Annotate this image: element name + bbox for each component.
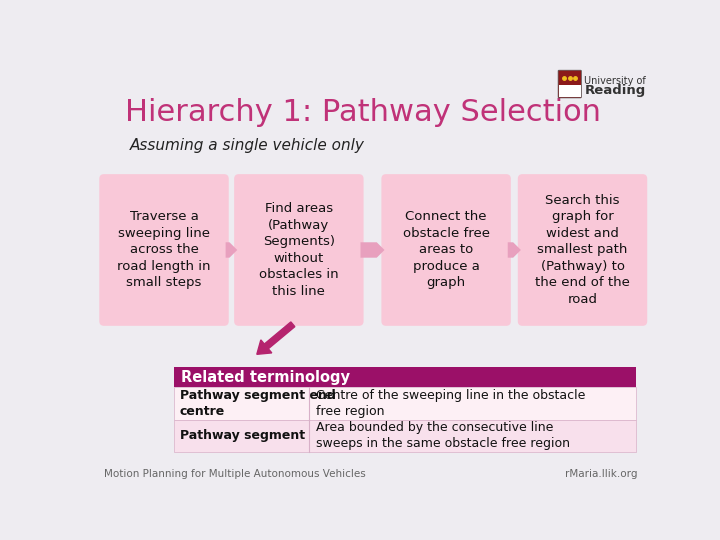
Polygon shape [508, 242, 521, 258]
Text: Assuming a single vehicle only: Assuming a single vehicle only [130, 138, 365, 153]
FancyBboxPatch shape [234, 174, 364, 326]
FancyBboxPatch shape [518, 174, 647, 326]
Text: Connect the
obstacle free
areas to
produce a
graph: Connect the obstacle free areas to produ… [402, 211, 490, 289]
Text: Pathway segment end
centre: Pathway segment end centre [180, 389, 336, 418]
Text: Find areas
(Pathway
Segments)
without
obstacles in
this line: Find areas (Pathway Segments) without ob… [259, 202, 338, 298]
Text: rMaria.Ilik.org: rMaria.Ilik.org [564, 469, 637, 480]
Text: Pathway segment: Pathway segment [180, 429, 305, 442]
Text: Area bounded by the consecutive line
sweeps in the same obstacle free region: Area bounded by the consecutive line swe… [315, 421, 570, 450]
Text: University of: University of [585, 76, 647, 85]
Bar [174, 367, 636, 387]
Text: Motion Planning for Multiple Autonomous Vehicles: Motion Planning for Multiple Autonomous … [104, 469, 366, 480]
Text: Traverse a
sweeping line
across the
road length in
small steps: Traverse a sweeping line across the road… [117, 211, 211, 289]
FancyArrow shape [257, 322, 295, 354]
Polygon shape [361, 242, 384, 258]
Bar [559, 85, 580, 97]
FancyBboxPatch shape [558, 70, 581, 98]
Bar [174, 387, 636, 420]
Text: Hierarchy 1: Pathway Selection: Hierarchy 1: Pathway Selection [125, 98, 601, 127]
Text: Reading: Reading [585, 84, 646, 97]
Text: Search this
graph for
widest and
smallest path
(Pathway) to
the end of the
road: Search this graph for widest and smalles… [535, 194, 630, 306]
Text: Related terminology: Related terminology [181, 370, 351, 385]
Text: Centre of the sweeping line in the obstacle
free region: Centre of the sweeping line in the obsta… [315, 389, 585, 418]
FancyBboxPatch shape [382, 174, 510, 326]
FancyBboxPatch shape [99, 174, 229, 326]
Bar [174, 420, 636, 452]
Polygon shape [225, 242, 238, 258]
